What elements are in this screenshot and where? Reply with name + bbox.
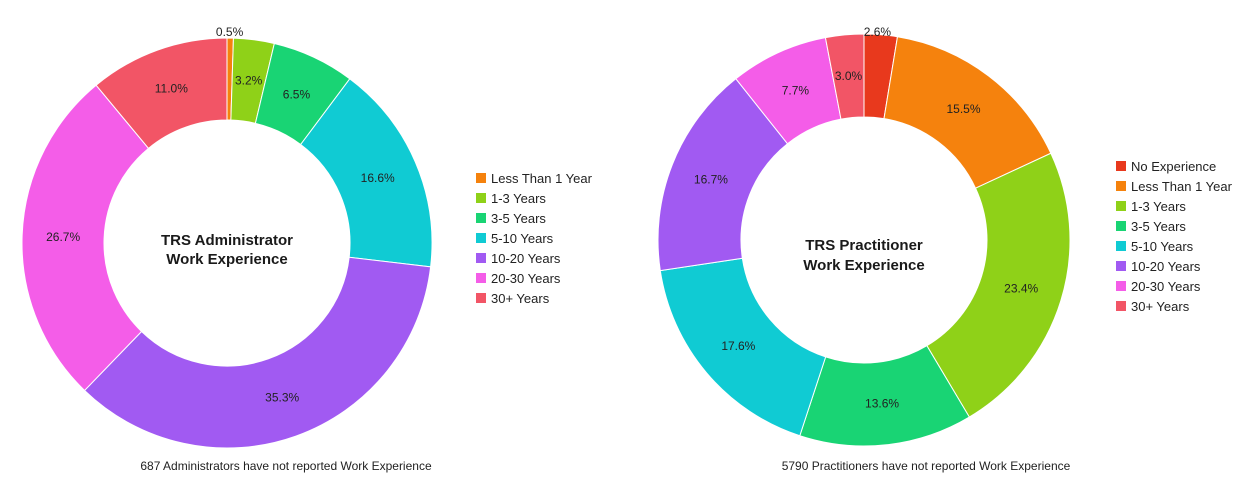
legend-entry: Less Than 1 Year [1131, 179, 1233, 194]
chart-title: TRS Practitioner [805, 237, 923, 254]
slice-30-years[interactable] [824, 33, 865, 120]
legend-swatch [1116, 281, 1126, 291]
legend-entry: 20-30 Years [1131, 279, 1201, 294]
legend-entry: Less Than 1 Year [491, 171, 593, 186]
donut-chart-1: 0.5% 3.2% 6.5% 16.6% 35.3% 26.7% 11.0% TRS Admi… [21, 25, 593, 473]
footnote: 5790 Practitioners have not reported Wor… [782, 459, 1071, 473]
legend-entry: 30+ Years [491, 291, 550, 306]
legend-swatch [476, 193, 486, 203]
slice-data-label: 16.7% [694, 173, 728, 187]
legend-entry: 20-30 Years [491, 271, 561, 286]
legend-swatch [1116, 221, 1126, 231]
slice-5-10-years[interactable] [659, 257, 827, 437]
chart-title: Work Experience [166, 251, 287, 268]
legend-swatch [1116, 161, 1126, 171]
legend-entry: 3-5 Years [1131, 219, 1186, 234]
slice-data-label: 3.2% [235, 73, 263, 87]
slice-data-label: 13.6% [865, 397, 899, 411]
slice-10-20-years[interactable] [83, 256, 432, 449]
slice-data-label: 2.6% [864, 25, 892, 39]
legend-swatch [476, 173, 486, 183]
legend-swatch [1116, 201, 1126, 211]
legend-entry: 1-3 Years [491, 191, 546, 206]
legend-entry: 5-10 Years [491, 231, 554, 246]
legend-swatch [1116, 241, 1126, 251]
slice-data-label: 23.4% [1004, 282, 1038, 296]
donut-chart-2: 2.6% 15.5% 23.4% 13.6% 17.6% 16.7% 7.7% 3.0% TRS… [657, 25, 1233, 473]
legend-entry: No Experience [1131, 159, 1216, 174]
legend-swatch [476, 273, 486, 283]
slice-data-label: 3.0% [835, 69, 863, 83]
legend-entry: 5-10 Years [1131, 239, 1194, 254]
slice-data-label: 11.0% [155, 82, 188, 96]
slice-data-label: 35.3% [265, 390, 299, 404]
legend-swatch [476, 213, 486, 223]
legend-swatch [1116, 261, 1126, 271]
legend-swatch [1116, 301, 1126, 311]
legend: Less Than 1 Year 1-3 Years 3-5 Years 5-10 Y… [476, 171, 593, 306]
legend-swatch [476, 293, 486, 303]
slice-data-label: 6.5% [283, 87, 311, 101]
chart-title: TRS Administrator [161, 232, 293, 249]
slice-data-label: 7.7% [782, 83, 810, 97]
slice-data-label: 16.6% [361, 171, 395, 185]
slice-20-30-years[interactable] [21, 84, 150, 392]
slice-data-label: 17.6% [721, 339, 755, 353]
legend-entry: 1-3 Years [1131, 199, 1186, 214]
legend-swatch [476, 253, 486, 263]
slice-data-label: 26.7% [46, 230, 80, 244]
chart-title: Work Experience [803, 257, 924, 274]
slice-data-label: 0.5% [216, 25, 244, 39]
footnote: 687 Administrators have not reported Wor… [140, 459, 432, 473]
slice-1-3-years[interactable] [926, 152, 1071, 418]
legend: No Experience Less Than 1 Year 1-3 Years 3-… [1116, 159, 1233, 314]
legend-swatch [1116, 181, 1126, 191]
slice-30-years[interactable] [95, 37, 228, 150]
legend-swatch [476, 233, 486, 243]
slice-10-20-years[interactable] [657, 78, 789, 272]
legend-entry: 10-20 Years [1131, 259, 1201, 274]
legend-entry: 10-20 Years [491, 251, 561, 266]
legend-entry: 3-5 Years [491, 211, 546, 226]
slice-data-label: 15.5% [946, 102, 980, 116]
legend-entry: 30+ Years [1131, 299, 1190, 314]
